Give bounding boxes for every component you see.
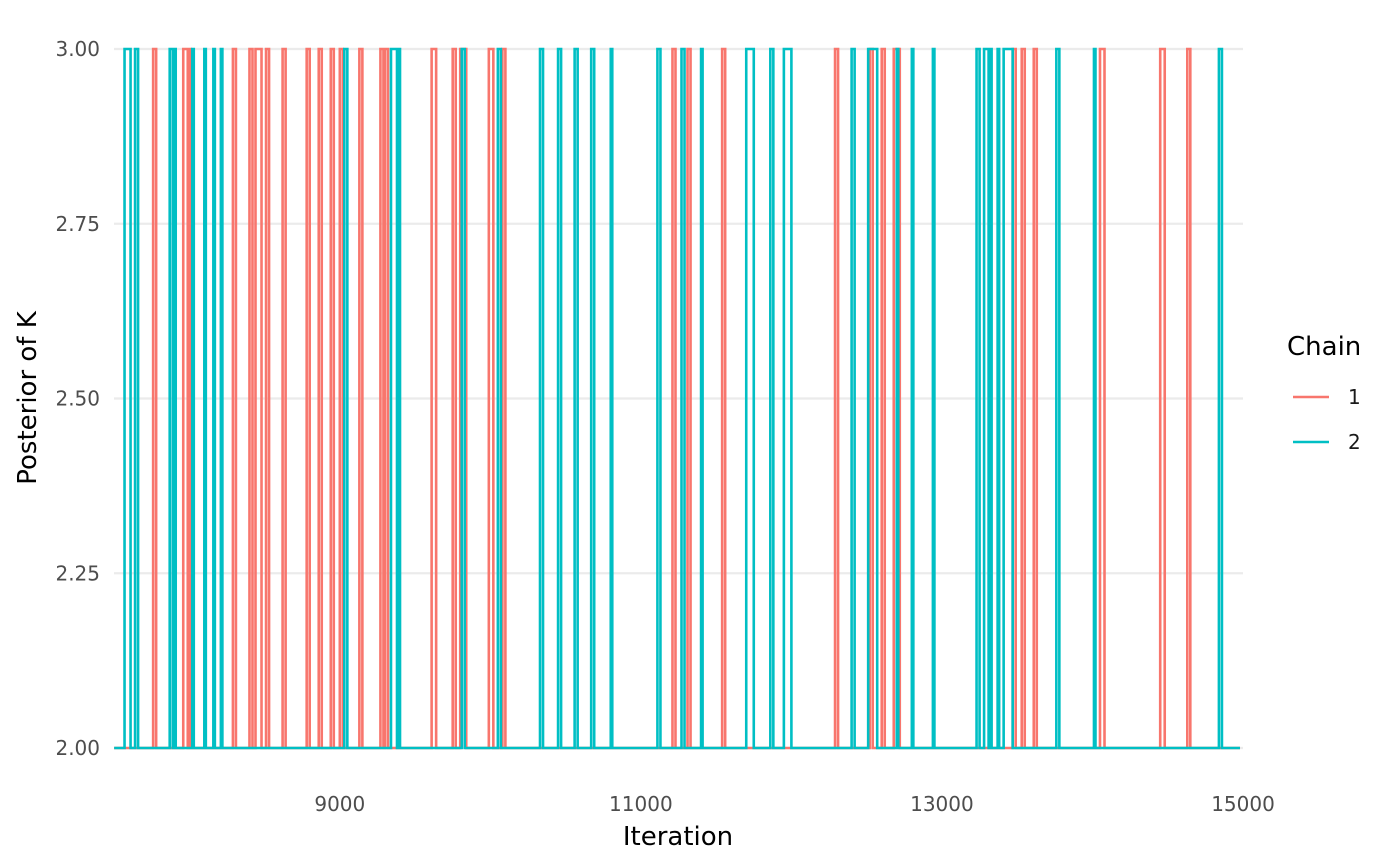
y-tick-label: 2.75 (55, 212, 100, 236)
x-tick-label: 11000 (609, 792, 673, 816)
legend-title: Chain (1287, 332, 1361, 362)
series-layer (114, 47, 1240, 750)
legend-label-chain-2: 2 (1348, 430, 1361, 454)
y-tick-label: 2.00 (55, 736, 100, 760)
series-line-chain-2 (114, 47, 1240, 750)
y-tick-label: 2.25 (55, 561, 100, 585)
y-axis-title: Posterior of K (13, 310, 43, 484)
x-axis: 9000 11000 13000 15000 (314, 792, 1274, 816)
x-axis-title: Iteration (623, 822, 733, 852)
x-tick-label: 9000 (314, 792, 365, 816)
y-tick-label: 3.00 (55, 37, 100, 61)
legend: Chain 1 2 (1287, 332, 1361, 454)
legend-label-chain-1: 1 (1348, 385, 1361, 409)
y-axis: 2.00 2.25 2.50 2.75 3.00 (55, 37, 100, 760)
x-tick-label: 13000 (910, 792, 974, 816)
series-line-chain-1 (114, 47, 1240, 750)
x-tick-label: 15000 (1211, 792, 1275, 816)
y-tick-label: 2.50 (55, 387, 100, 411)
